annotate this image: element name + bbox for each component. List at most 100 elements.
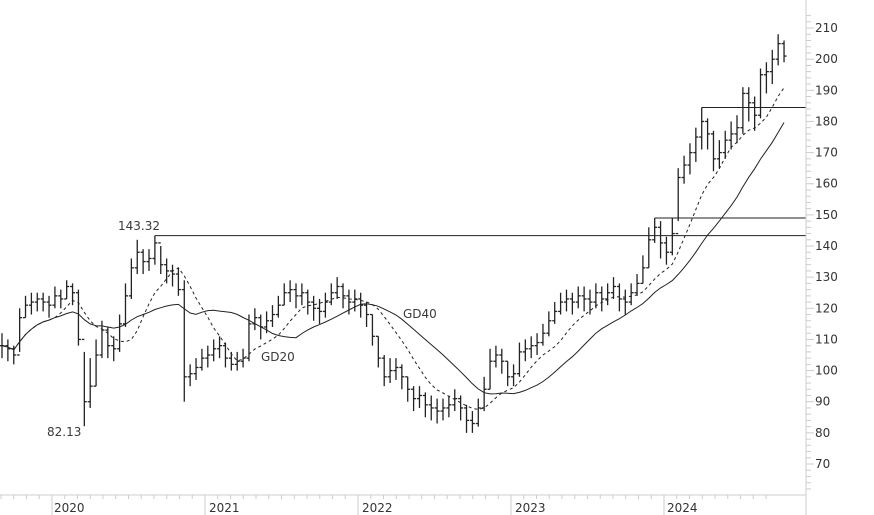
price-bar: [705, 118, 711, 150]
y-tick-label: 90: [815, 395, 830, 409]
price-bar: [440, 398, 446, 421]
price-bar: [710, 130, 716, 172]
price-bar: [781, 40, 787, 63]
price-bar: [499, 348, 505, 374]
price-bar: [187, 364, 193, 387]
price-bar: [428, 395, 434, 421]
price-bar: [740, 87, 746, 134]
price-bar: [5, 339, 11, 362]
price-bar: [628, 283, 634, 306]
y-tick-label: 110: [815, 332, 838, 346]
price-bar: [222, 342, 228, 368]
price-bar: [763, 62, 769, 94]
price-bar: [422, 392, 428, 418]
price-bar: [175, 267, 181, 296]
price-bar: [405, 376, 411, 402]
price-bar: [364, 302, 370, 327]
price-bar: [399, 364, 405, 390]
price-bar: [458, 395, 464, 421]
price-bar: [23, 295, 29, 319]
y-tick-label: 100: [815, 364, 838, 378]
price-bar: [752, 96, 758, 131]
price-bar: [122, 283, 128, 327]
price-bar: [246, 314, 252, 362]
gd40-label: GD40: [403, 307, 437, 321]
price-bar: [452, 389, 458, 412]
price-bar: [746, 87, 752, 122]
price-bar: [70, 283, 76, 306]
y-tick-label: 160: [815, 177, 838, 191]
price-bar: [716, 140, 722, 169]
price-bar: [681, 155, 687, 184]
price-bar: [534, 333, 540, 356]
price-bar: [493, 345, 499, 368]
price-bar: [117, 314, 123, 352]
gd20-line: [1, 87, 785, 411]
price-bar: [675, 168, 681, 235]
horizontal-levels: [154, 106, 806, 237]
price-bar: [669, 217, 675, 256]
price-bar: [228, 351, 234, 371]
gd20-label: GD20: [261, 350, 295, 364]
price-bar: [599, 286, 605, 312]
annotation-high: 143.32: [118, 219, 160, 233]
y-tick-label: 140: [815, 239, 838, 253]
price-bar: [369, 313, 375, 346]
x-tick-label: 2024: [667, 501, 698, 515]
price-bar: [487, 348, 493, 390]
price-bar: [511, 364, 517, 387]
price-bar: [758, 68, 764, 119]
price-bar: [164, 258, 170, 284]
price-bar: [381, 355, 387, 387]
price-bar: [387, 358, 393, 384]
price-bar: [81, 338, 87, 427]
price-bar: [563, 289, 569, 312]
price-bar: [128, 258, 134, 299]
price-bar: [769, 49, 775, 85]
price-bar: [658, 221, 664, 259]
y-tick-label: 170: [815, 146, 838, 160]
price-bar: [40, 292, 46, 312]
x-tick-label: 2022: [362, 501, 393, 515]
price-bar: [328, 283, 334, 306]
y-tick-label: 150: [815, 208, 838, 222]
price-bar: [516, 342, 522, 377]
price-bar: [293, 283, 299, 309]
price-bar: [581, 286, 587, 312]
price-bar: [46, 295, 52, 318]
price-bar: [64, 280, 70, 300]
price-bar: [170, 264, 176, 287]
y-tick-label: 70: [815, 457, 830, 471]
y-tick-label: 80: [815, 426, 830, 440]
price-bar: [616, 283, 622, 312]
price-bars: [0, 34, 787, 433]
price-bar: [558, 292, 564, 315]
price-bar: [663, 236, 669, 265]
price-bar: [322, 292, 328, 318]
price-bar: [652, 217, 658, 243]
price-bar: [693, 127, 699, 162]
price-bar: [634, 274, 640, 296]
price-bar: [699, 107, 705, 150]
price-bar: [340, 283, 346, 309]
price-bar: [522, 339, 528, 362]
y-tick-label: 210: [815, 21, 838, 35]
price-bar: [411, 386, 417, 412]
price-bar: [211, 339, 217, 362]
price-bar: [775, 34, 781, 66]
price-bar: [622, 289, 628, 315]
price-bar: [299, 283, 305, 306]
price-bar: [593, 283, 599, 309]
price-bar: [252, 308, 258, 331]
price-bar: [287, 280, 293, 303]
price-bar: [158, 242, 164, 275]
price-bar: [140, 249, 146, 275]
price-bar: [540, 323, 546, 346]
price-bar: [28, 292, 34, 315]
price-bar: [646, 227, 652, 269]
price-bar: [146, 249, 152, 271]
price-bar: [193, 358, 199, 380]
price-bar: [528, 336, 534, 359]
price-bar: [605, 283, 611, 306]
